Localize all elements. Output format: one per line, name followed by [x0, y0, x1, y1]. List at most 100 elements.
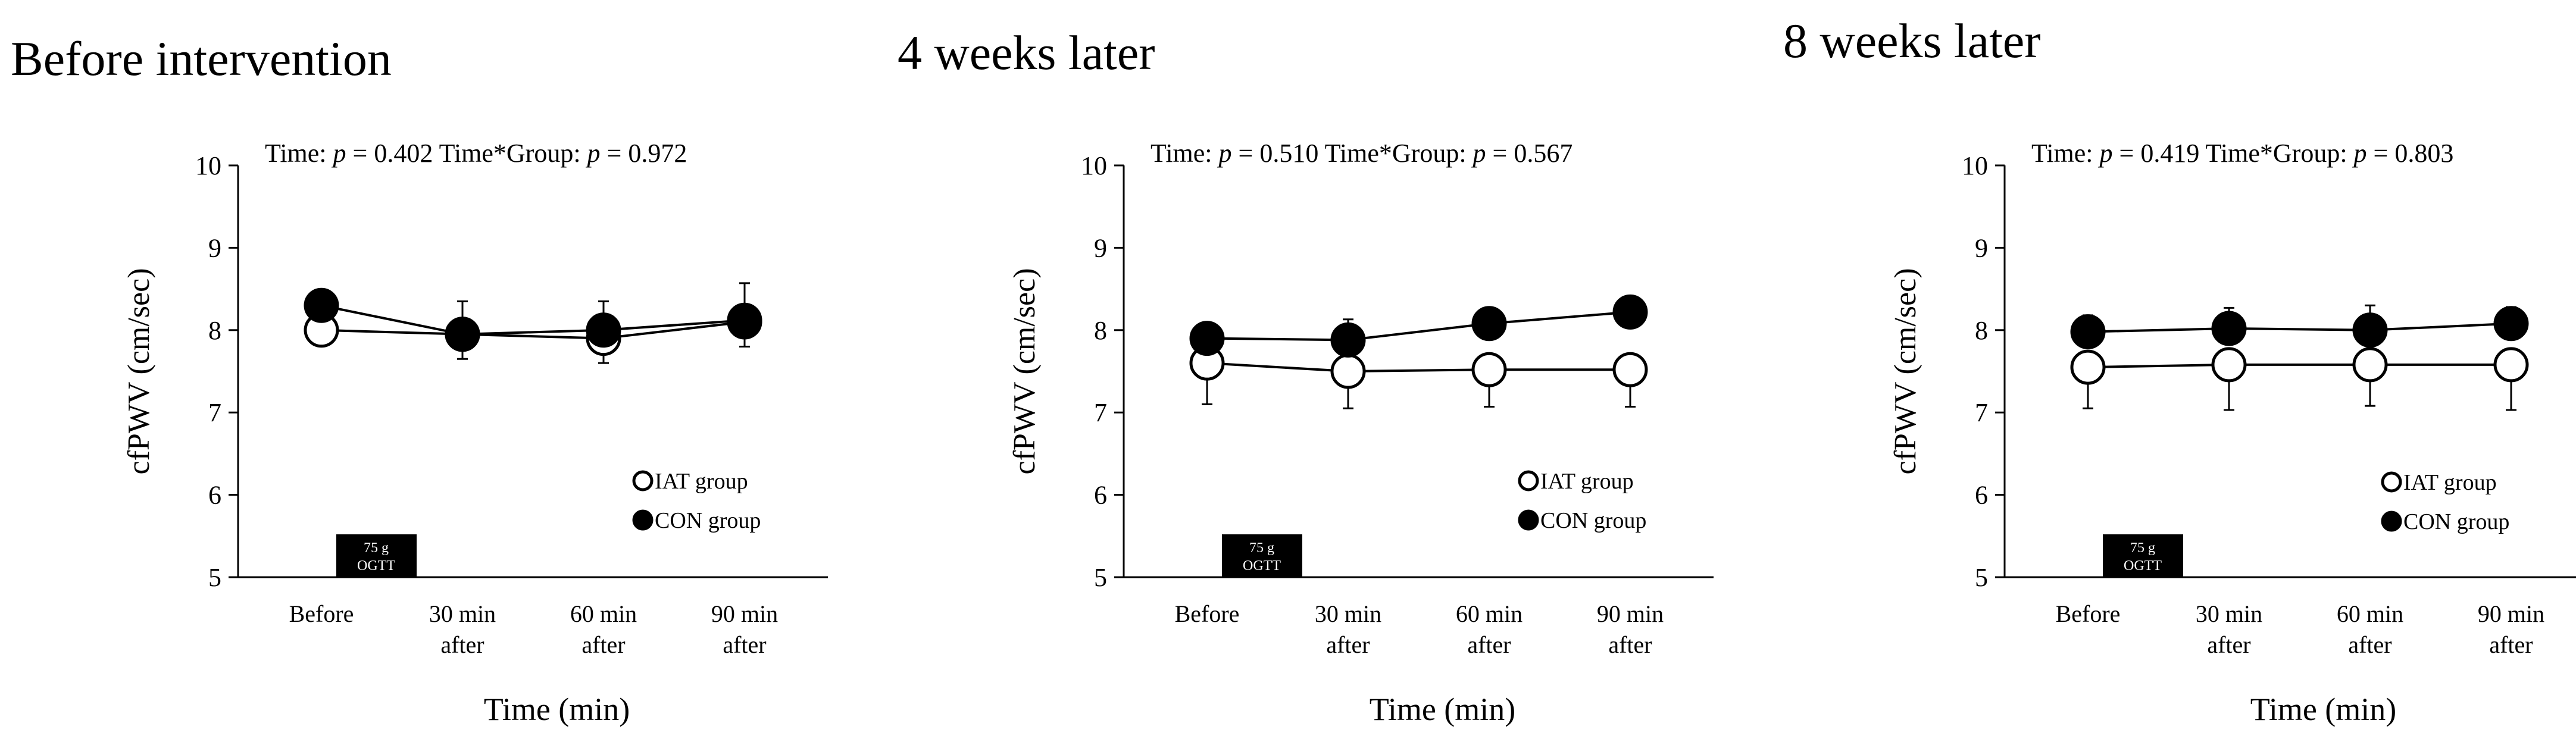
data-point-con: [2493, 306, 2529, 342]
y-tick-label: 8: [208, 316, 221, 345]
x-tick-label: after: [2348, 631, 2391, 658]
x-tick-label: 90 min: [2478, 600, 2544, 627]
x-tick-label: after: [723, 631, 766, 658]
x-tick-label: Before: [1175, 600, 1240, 627]
stats-part: Time:: [1151, 139, 1219, 168]
data-point-con: [445, 317, 480, 352]
x-tick-label: 30 min: [1315, 600, 1381, 627]
chart-svg: Time: p = 0.510 Time*Group: p = 0.567 5 6 7…: [1008, 139, 1714, 727]
y-tick-label: 5: [1094, 563, 1107, 592]
data-point-con: [1189, 321, 1225, 356]
stats-text: Time: p = 0.510 Time*Group: p = 0.567: [1151, 139, 1573, 168]
y-tick-label: 7: [1094, 398, 1107, 427]
ogtt-box-label: 75 g: [1249, 540, 1274, 556]
y-tick-label: 10: [1962, 151, 1988, 180]
y-tick-label: 6: [1975, 481, 1988, 510]
series-line-con: [321, 304, 745, 336]
x-tick-label: after: [2207, 631, 2250, 658]
ogtt-box: [1222, 534, 1302, 577]
y-tick-label: 6: [208, 481, 221, 510]
stats-part: = 0.567: [1486, 139, 1573, 168]
ogtt-box: [2103, 534, 2183, 577]
legend-label: IAT group: [655, 469, 748, 494]
stats-part: p: [1217, 139, 1232, 168]
data-point-con: [2070, 314, 2106, 350]
y-axis-label: cfPWV (cm/sec): [1889, 268, 1922, 474]
stats-part: p: [1471, 139, 1486, 168]
data-point-con: [727, 302, 762, 338]
series-line-iat: [1206, 362, 1630, 373]
y-tick-label: 5: [1975, 563, 1988, 592]
stats-part: Time*Group:: [2206, 139, 2354, 168]
stats-text: Time: p = 0.419 Time*Group: p = 0.803: [2031, 139, 2453, 168]
x-tick-label: after: [1326, 631, 1370, 658]
x-tick-label: 30 min: [2196, 600, 2262, 627]
data-point-iat: [2493, 347, 2529, 383]
x-tick-label: 90 min: [711, 600, 778, 627]
stats-part: Time*Group:: [439, 139, 587, 168]
x-tick-label: 30 min: [429, 600, 496, 627]
x-axis-label: Time (min): [1370, 691, 1516, 727]
stats-part: p: [332, 139, 346, 168]
x-tick-label: Before: [289, 600, 354, 627]
x-tick-label: after: [1608, 631, 1652, 658]
y-axis-label: cfPWV (cm/sec): [122, 268, 156, 474]
stats-text: Time: p = 0.402 Time*Group: p = 0.972: [265, 139, 687, 168]
legend-marker: [2381, 471, 2402, 493]
stats-part: = 0.510: [1232, 139, 1325, 168]
chart-svg: Time: p = 0.419 Time*Group: p = 0.803 5 6 7…: [1889, 139, 2576, 727]
x-axis-label: Time (min): [2250, 691, 2397, 727]
y-tick-label: 8: [1975, 316, 1988, 345]
y-tick-label: 5: [208, 563, 221, 592]
y-tick-label: 10: [195, 151, 221, 180]
legend-marker: [632, 509, 654, 531]
stats-part: Time:: [2031, 139, 2100, 168]
x-tick-label: 60 min: [1456, 600, 1523, 627]
ogtt-box-label: OGTT: [1243, 558, 1281, 574]
chart-panel-4-weeks: 4 weeks later Time: p = 0.510 Time*Group…: [886, 0, 1743, 742]
y-tick-label: 9: [208, 233, 221, 262]
x-tick-label: 90 min: [1597, 600, 1664, 627]
stats-part: p: [2098, 139, 2113, 168]
data-point-iat: [2352, 347, 2388, 383]
series-line-con: [2087, 322, 2512, 333]
ogtt-box-label: 75 g: [2130, 540, 2155, 556]
legend-label: IAT group: [1540, 469, 1634, 494]
data-point-iat: [2211, 347, 2247, 383]
legend-marker: [1518, 509, 1539, 531]
data-point-con: [304, 287, 339, 323]
stats-part: = 0.972: [601, 139, 687, 168]
y-tick-label: 9: [1094, 233, 1107, 262]
data-point-con: [2211, 311, 2247, 346]
x-tick-label: after: [582, 631, 625, 658]
data-point-iat: [1471, 352, 1507, 387]
stats-part: p: [2352, 139, 2367, 168]
data-point-con: [1330, 322, 1366, 358]
x-tick-label: after: [1467, 631, 1511, 658]
series-line-con: [1206, 311, 1631, 342]
stats-part: = 0.803: [2367, 139, 2454, 168]
legend-marker: [2381, 511, 2402, 532]
series-line-iat: [321, 320, 745, 340]
stats-part: Time:: [265, 139, 333, 168]
stats-part: Time*Group:: [1325, 139, 1473, 168]
y-tick-label: 6: [1094, 481, 1107, 510]
legend-marker: [1518, 470, 1539, 491]
stats-part: = 0.402: [346, 139, 439, 168]
y-axis-label: cfPWV (cm/sec): [1008, 268, 1042, 474]
chart-panel-8-weeks: 8 weeks later Time: p = 0.419 Time*Group…: [1767, 0, 2576, 742]
ogtt-box: [336, 534, 417, 577]
x-tick-label: Before: [2056, 600, 2121, 627]
y-tick-label: 10: [1081, 151, 1107, 180]
legend-label: IAT group: [2403, 470, 2497, 495]
data-point-con: [2352, 312, 2388, 348]
ogtt-box-label: 75 g: [364, 540, 389, 556]
chart-title: Before intervention: [11, 32, 392, 86]
ogtt-box-label: OGTT: [2124, 558, 2162, 574]
y-tick-label: 9: [1975, 233, 1988, 262]
data-point-iat: [1612, 352, 1648, 387]
x-tick-label: 60 min: [570, 600, 637, 627]
ogtt-box-label: OGTT: [357, 558, 395, 574]
stats-part: = 0.419: [2113, 139, 2206, 168]
x-axis-label: Time (min): [484, 691, 630, 727]
